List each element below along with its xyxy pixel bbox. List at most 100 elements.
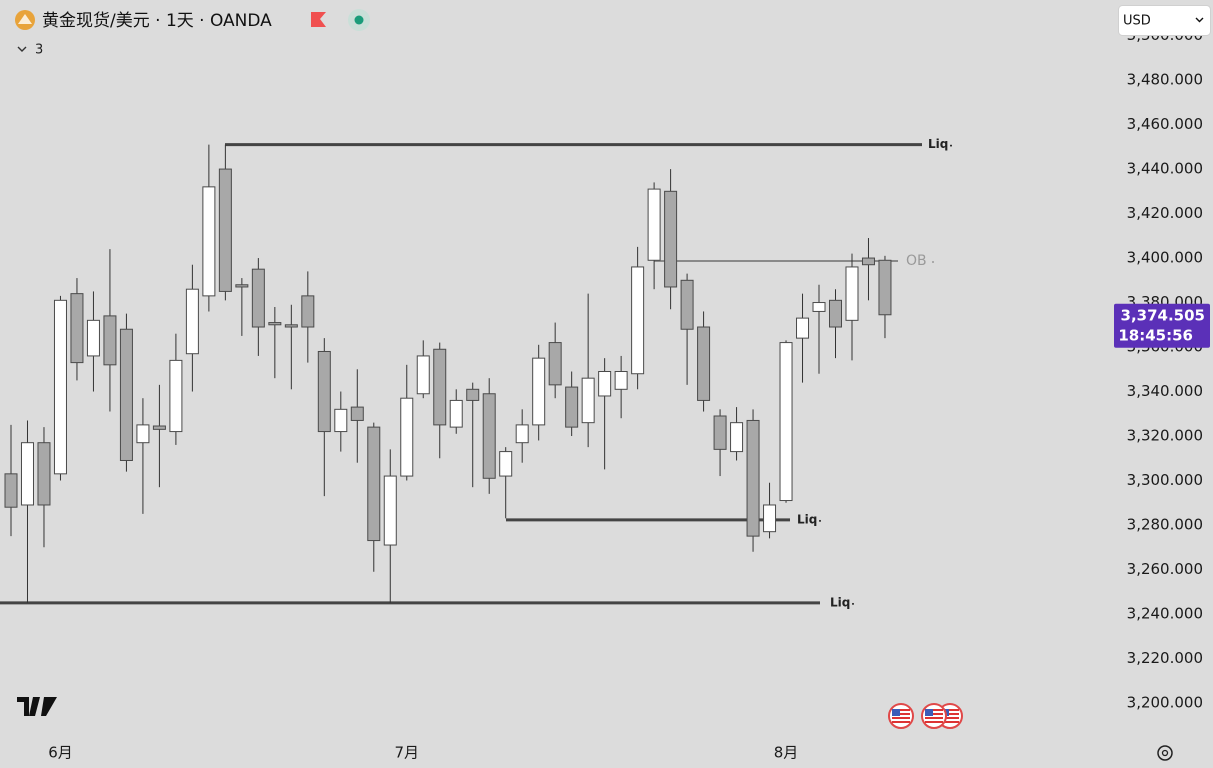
candle-body	[202, 186, 216, 297]
level-label: Liq	[797, 512, 817, 526]
symbol-icon-mark	[18, 14, 32, 24]
candle-body	[317, 350, 331, 433]
candle-body	[713, 415, 727, 450]
candle-body	[235, 284, 249, 288]
candle-body	[878, 259, 892, 316]
dropdown-arrow	[1195, 17, 1204, 23]
y-tick-label: 3,280.000	[1127, 516, 1203, 534]
candle-body	[631, 266, 645, 375]
candle-body	[466, 388, 480, 401]
candle-body	[433, 348, 447, 426]
candle-body	[103, 315, 117, 366]
level-label: OB	[906, 253, 927, 269]
level-label: Liq	[830, 595, 850, 609]
candle-body	[482, 393, 496, 479]
candle-body	[812, 302, 826, 312]
indicator-count[interactable]: 3	[35, 43, 43, 58]
price-tag-box	[1114, 303, 1210, 348]
x-tick-label: 8月	[774, 744, 799, 762]
candle-body	[119, 328, 133, 461]
candle-body	[647, 188, 661, 261]
collapse-icon[interactable]	[17, 46, 27, 52]
last-price: 3,374.505	[1121, 306, 1205, 324]
settings-icon-center	[1161, 749, 1169, 757]
candle-body	[449, 399, 463, 428]
candle-body	[383, 475, 397, 546]
currency-label: USD	[1123, 14, 1151, 29]
candle-body	[796, 317, 810, 339]
candle-body	[548, 342, 562, 386]
candle-body	[779, 342, 793, 502]
y-tick-label: 3,300.000	[1127, 471, 1203, 489]
level-dot	[852, 602, 854, 605]
candle-body	[20, 442, 34, 506]
candle-body	[861, 257, 875, 266]
plot-area: Liq Liq Liq OB	[0, 137, 952, 609]
symbol-title[interactable]: 黄金现货/美元 · 1天 · OANDA	[42, 11, 272, 31]
y-tick-label: 3,240.000	[1127, 604, 1203, 622]
candle-body	[367, 426, 381, 542]
level-dot	[819, 519, 821, 522]
price-axis: 3,200.000 3,220.000 3,240.000 3,260.000 3,28…	[1127, 26, 1203, 711]
candle-body	[251, 268, 265, 328]
candle-body	[598, 371, 612, 397]
candle-body	[680, 279, 694, 330]
y-tick-label: 3,340.000	[1127, 382, 1203, 400]
candle-body	[136, 424, 150, 444]
x-tick-label: 7月	[394, 744, 419, 762]
price-tag: 3,374.505 18:45:56	[1114, 303, 1210, 348]
candle-body	[532, 357, 546, 426]
event-flag[interactable]	[921, 703, 947, 729]
candle-body	[185, 288, 199, 355]
candle-body	[763, 504, 777, 533]
y-tick-label: 3,200.000	[1127, 693, 1203, 711]
candle-body	[70, 293, 84, 364]
y-tick-label: 3,420.000	[1127, 204, 1203, 222]
y-tick-label: 3,260.000	[1127, 560, 1203, 578]
candle-body	[334, 408, 348, 433]
flag-icon[interactable]	[311, 12, 326, 27]
candle-body	[565, 386, 579, 428]
candle-body	[86, 319, 100, 357]
candle-body	[268, 322, 282, 326]
candle-body	[218, 168, 232, 292]
y-tick-label: 3,400.000	[1127, 249, 1203, 267]
candle-body	[37, 442, 51, 506]
status-dot	[354, 15, 364, 25]
candle-body	[664, 190, 678, 288]
currency-dropdown[interactable]	[1118, 5, 1211, 36]
candle-body	[515, 424, 529, 444]
candle-body	[845, 266, 859, 321]
candle-body	[829, 299, 842, 328]
candle-body	[614, 371, 628, 390]
candle-body	[400, 397, 414, 477]
candle-body	[350, 406, 364, 421]
countdown: 18:45:56	[1118, 326, 1193, 344]
settings-icon[interactable]	[1157, 745, 1173, 761]
candle-body	[301, 295, 315, 328]
candle-body	[416, 355, 430, 395]
candle-body	[746, 419, 760, 537]
y-tick-label: 3,460.000	[1127, 115, 1203, 133]
event-flag[interactable]	[888, 703, 914, 729]
candle-body	[697, 326, 711, 401]
candle-body	[152, 425, 166, 430]
y-tick-label: 3,480.000	[1127, 71, 1203, 89]
logo[interactable]	[17, 697, 57, 716]
level-dot	[950, 144, 952, 147]
candle-body	[4, 473, 18, 508]
candle-body	[581, 377, 595, 424]
candle-body	[169, 359, 183, 433]
level-dot	[932, 260, 934, 263]
candle-body	[53, 299, 67, 475]
candle-body	[499, 451, 513, 477]
y-tick-label: 3,440.000	[1127, 160, 1203, 178]
candle-body	[730, 422, 744, 453]
y-tick-label: 3,320.000	[1127, 427, 1203, 445]
x-tick-label: 6月	[48, 744, 73, 762]
y-tick-label: 3,220.000	[1127, 649, 1203, 667]
candle-body	[284, 324, 298, 328]
level-label: Liq	[928, 137, 948, 151]
